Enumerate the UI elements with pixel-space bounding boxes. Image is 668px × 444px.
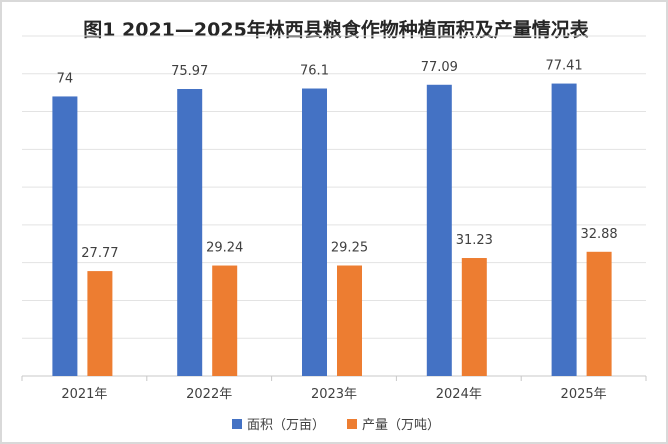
bar-area-4 <box>551 83 577 376</box>
x-tick-label: 2024年 <box>436 387 482 402</box>
data-label: 77.41 <box>545 59 582 74</box>
bar-area-0 <box>52 96 78 376</box>
data-label: 31.23 <box>456 233 493 248</box>
legend-swatch-area <box>231 418 242 429</box>
bar-area-2 <box>302 88 327 376</box>
bar-output-4 <box>586 251 612 376</box>
legend-label-output: 产量（万吨） <box>362 418 441 433</box>
data-label: 32.88 <box>580 227 617 242</box>
legend-swatch-output <box>347 418 357 429</box>
bar-output-2 <box>337 265 362 376</box>
x-tick-label: 2022年 <box>186 387 232 402</box>
bar-output-3 <box>461 258 487 376</box>
bar-output-1 <box>212 265 238 376</box>
data-label: 29.25 <box>331 241 368 256</box>
legend-item-area: 面积（万亩） <box>231 414 325 433</box>
bar-area-3 <box>426 84 452 376</box>
data-label: 29.24 <box>206 241 243 256</box>
legend-item-output: 产量（万吨） <box>347 414 440 433</box>
legend: 面积（万亩） 产量（万吨） <box>2 414 668 433</box>
bar-output-0 <box>87 271 113 376</box>
data-label: 74 <box>57 71 74 86</box>
data-label: 77.09 <box>421 60 458 75</box>
legend-label-area: 面积（万亩） <box>246 418 325 433</box>
x-tick-label: 2025年 <box>561 387 607 402</box>
data-label: 27.77 <box>81 246 118 261</box>
data-label: 76.1 <box>300 64 329 79</box>
bar-area-1 <box>177 89 203 376</box>
data-label: 75.97 <box>171 64 208 79</box>
x-tick-label: 2023年 <box>311 387 357 402</box>
x-tick-label: 2021年 <box>61 387 107 402</box>
